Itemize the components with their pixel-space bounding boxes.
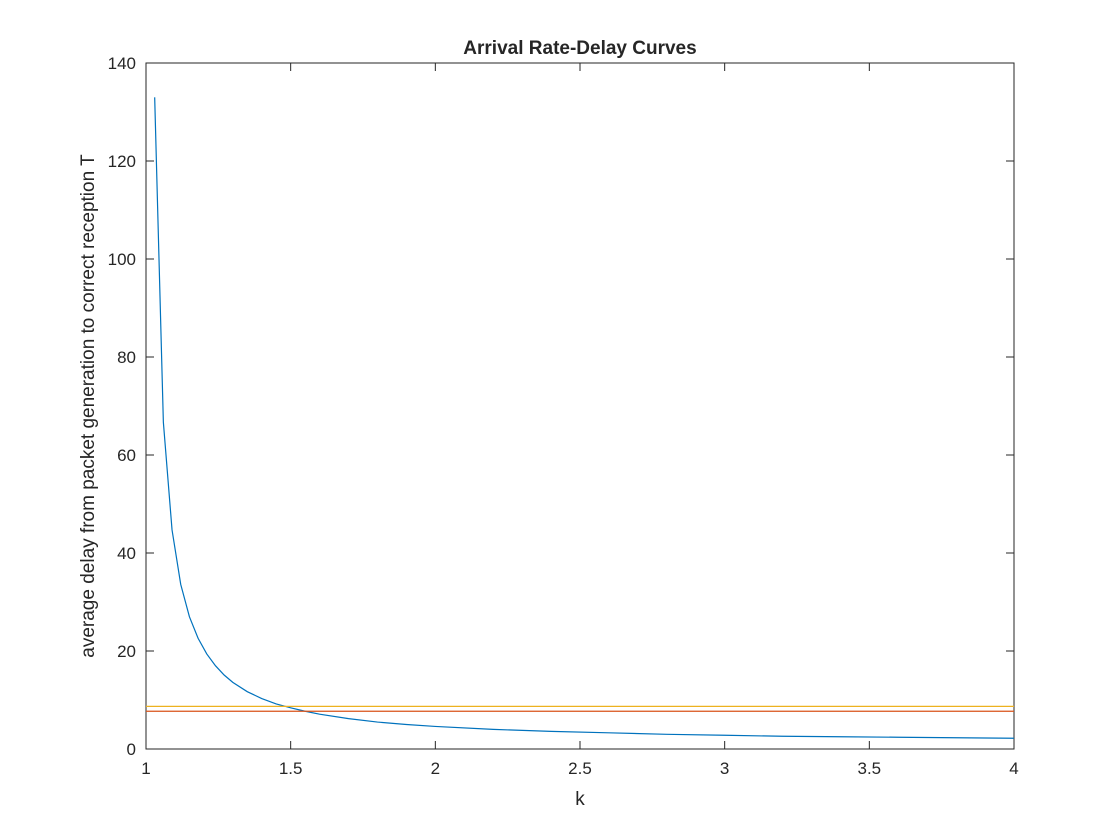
y-tick-label: 0 [127, 740, 136, 759]
y-tick-label: 40 [117, 544, 136, 563]
y-tick-label: 120 [108, 152, 136, 171]
axes-box [145, 62, 1015, 750]
x-tick-label: 3 [720, 759, 729, 778]
y-tick-label: 140 [108, 54, 136, 73]
x-tick-label: 1 [141, 759, 150, 778]
x-tick-label: 2 [431, 759, 440, 778]
x-tick-label: 4 [1009, 759, 1018, 778]
x-tick-label: 2.5 [568, 759, 592, 778]
y-tick-label: 60 [117, 446, 136, 465]
y-axis-label: average delay from packet generation to … [78, 154, 99, 658]
y-tick-label: 20 [117, 642, 136, 661]
y-tick-label: 100 [108, 250, 136, 269]
series-layer [146, 97, 1015, 739]
x-tick-label: 1.5 [279, 759, 303, 778]
series-line-1 [154, 97, 1015, 739]
y-tick-label: 80 [117, 348, 136, 367]
chart-title: Arrival Rate-Delay Curves [463, 38, 696, 59]
x-tick-label: 3.5 [858, 759, 882, 778]
x-axis-label: k [575, 789, 585, 810]
